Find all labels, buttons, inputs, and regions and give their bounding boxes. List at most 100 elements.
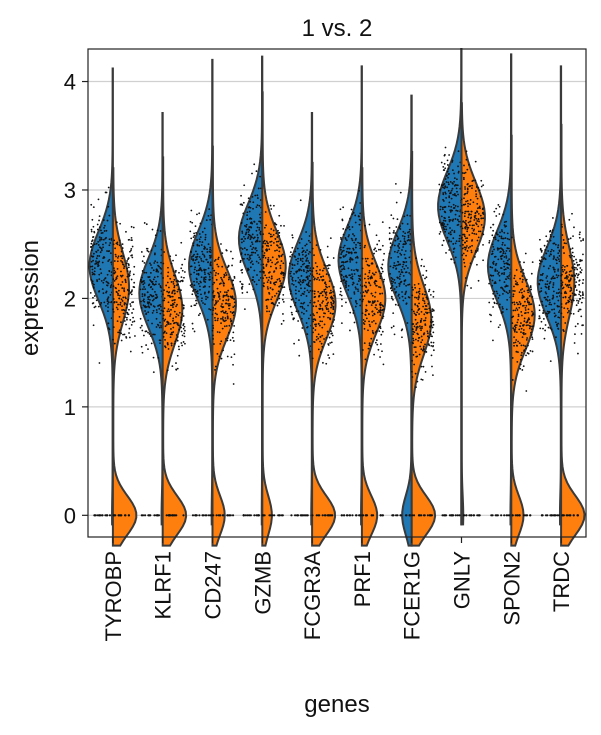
point [524, 312, 526, 315]
point [330, 301, 332, 304]
point [367, 300, 370, 303]
point [354, 246, 357, 249]
point [350, 297, 352, 300]
point [564, 272, 567, 275]
point [515, 269, 518, 271]
point [142, 298, 145, 301]
point [494, 236, 497, 239]
point [523, 261, 525, 264]
zero-point [108, 514, 112, 517]
point [193, 288, 195, 291]
point [457, 205, 459, 208]
point [198, 240, 201, 243]
point [116, 320, 119, 323]
point [482, 226, 485, 229]
point [280, 282, 283, 285]
point [103, 226, 105, 229]
point [443, 225, 445, 228]
point [251, 222, 254, 225]
point [373, 273, 376, 276]
x-tick-label: SPON2 [499, 551, 524, 626]
point [263, 226, 266, 229]
point [390, 276, 393, 279]
point [415, 386, 417, 388]
point [243, 308, 246, 311]
point [330, 332, 333, 335]
point [280, 224, 282, 227]
point [268, 248, 271, 251]
point [300, 275, 303, 277]
point [504, 252, 507, 255]
point [551, 308, 553, 311]
point [474, 256, 476, 258]
point [560, 303, 563, 305]
point [102, 219, 105, 221]
zero-point [568, 514, 571, 517]
point [500, 311, 503, 314]
point [278, 235, 281, 237]
point [301, 251, 304, 254]
point [129, 250, 131, 253]
point [345, 284, 347, 287]
point [413, 346, 416, 348]
point [204, 276, 207, 279]
point [381, 330, 384, 333]
point [178, 271, 180, 274]
point [440, 161, 443, 164]
point [498, 274, 501, 277]
point [271, 235, 273, 238]
point [96, 261, 99, 264]
points-right-gzmb [261, 204, 286, 517]
point [445, 175, 448, 177]
point [300, 317, 303, 320]
point [195, 269, 198, 272]
point [405, 302, 408, 305]
point [240, 241, 243, 244]
point [129, 319, 132, 321]
point [224, 310, 227, 313]
point [505, 291, 508, 293]
zero-point [321, 514, 324, 517]
point [93, 295, 96, 297]
point [174, 271, 177, 273]
point [462, 258, 465, 261]
point [473, 232, 476, 235]
point [431, 310, 434, 312]
point [169, 277, 172, 280]
point [400, 268, 403, 271]
point [92, 302, 95, 304]
point [423, 350, 426, 353]
point [473, 216, 476, 219]
point [279, 264, 282, 267]
point [222, 311, 225, 314]
point [126, 311, 129, 314]
point [332, 286, 335, 288]
point [241, 248, 244, 250]
point [454, 218, 457, 220]
point [553, 308, 556, 311]
point [443, 228, 446, 231]
point [364, 257, 367, 260]
point [256, 223, 258, 225]
point [318, 324, 321, 327]
point [327, 267, 330, 270]
point [316, 272, 318, 275]
point [546, 310, 549, 313]
point [330, 341, 333, 344]
point [551, 229, 554, 231]
point [560, 223, 563, 226]
point [398, 275, 401, 278]
point [569, 277, 572, 280]
point [552, 290, 555, 293]
point [448, 249, 451, 251]
point [291, 276, 294, 279]
point [564, 322, 567, 324]
point [424, 319, 427, 322]
point [513, 303, 516, 306]
point [104, 304, 107, 307]
point [255, 229, 258, 232]
point [174, 275, 177, 277]
point [149, 272, 152, 274]
point [357, 280, 360, 282]
zero-point [143, 514, 147, 517]
